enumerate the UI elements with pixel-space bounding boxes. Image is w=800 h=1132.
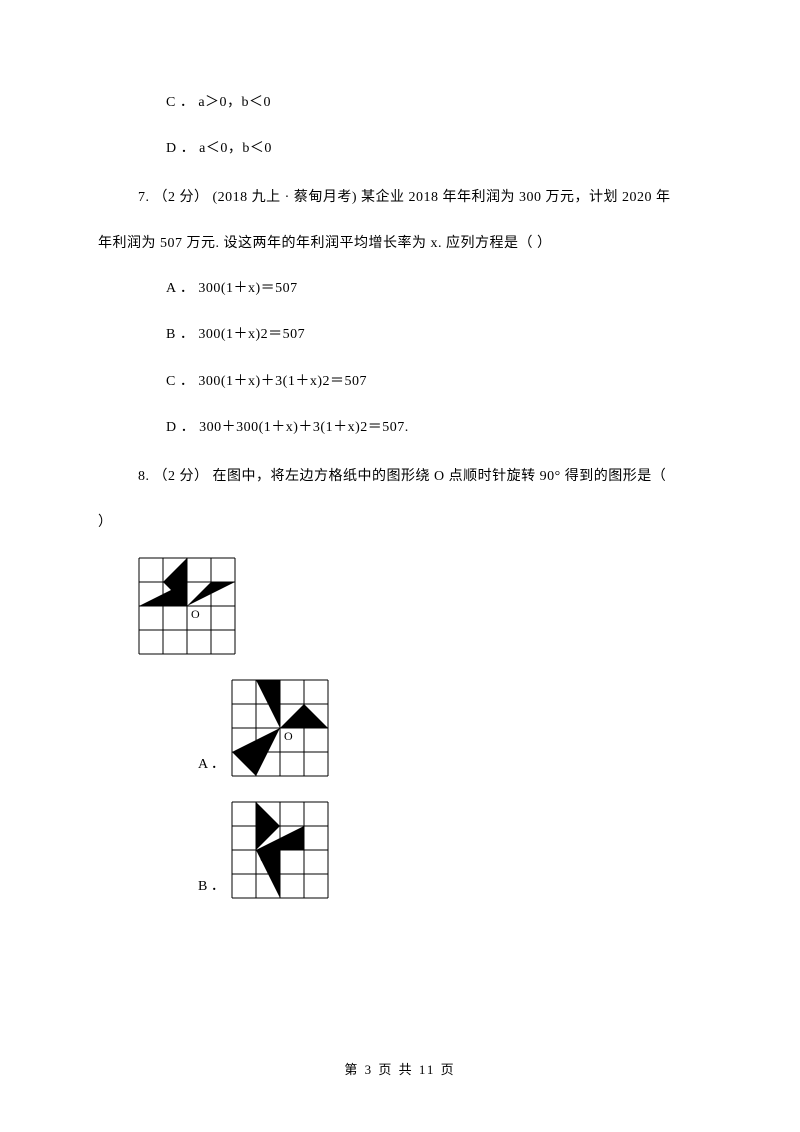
svg-text:O: O xyxy=(284,729,293,743)
q7-stem-line1: 7. （2 分） (2018 九上 · 蔡甸月考) 某企业 2018 年年利润为… xyxy=(98,185,702,212)
q8-label-b: B ． xyxy=(198,875,225,899)
prev-option-d: D ． a＜0，b＜0 xyxy=(98,138,702,160)
q7-option-b: B ． 300(1＋x)2＝507 xyxy=(98,324,702,346)
q7-option-a: A ． 300(1＋x)＝507 xyxy=(98,278,702,300)
prev-option-c: C ． a＞0，b＜0 xyxy=(98,92,702,114)
q8-label-a: A ． xyxy=(198,753,225,777)
q7-stem-line2: 年利润为 507 万元. 设这两年的年利润平均增长率为 x. 应列方程是（ ） xyxy=(98,231,702,258)
q8-figure-a-svg: O xyxy=(231,679,329,777)
q8-option-b-row: B ． O xyxy=(158,801,702,899)
q8-option-a-row: A ． O xyxy=(158,679,702,777)
q8-figure-b-svg: O xyxy=(231,801,329,899)
q8-stem-line2: ） xyxy=(98,510,702,537)
q7-option-d: D ． 300＋300(1＋x)＋3(1＋x)2＝507. xyxy=(98,417,702,439)
svg-text:O: O xyxy=(191,607,200,621)
q7-option-c: C ． 300(1＋x)＋3(1＋x)2＝507 xyxy=(98,371,702,393)
q8-stem-line1: 8. （2 分） 在图中，将左边方格纸中的图形绕 O 点顺时针旋转 90° 得到… xyxy=(98,464,702,491)
q8-main-figure-block: O xyxy=(138,557,702,655)
page-footer: 第 3 页 共 11 页 xyxy=(0,1059,800,1078)
page: C ． a＞0，b＜0 D ． a＜0，b＜0 7. （2 分） (2018 九… xyxy=(0,0,800,1132)
svg-text:O: O xyxy=(260,851,269,865)
q8-main-figure-svg: O xyxy=(138,557,236,655)
